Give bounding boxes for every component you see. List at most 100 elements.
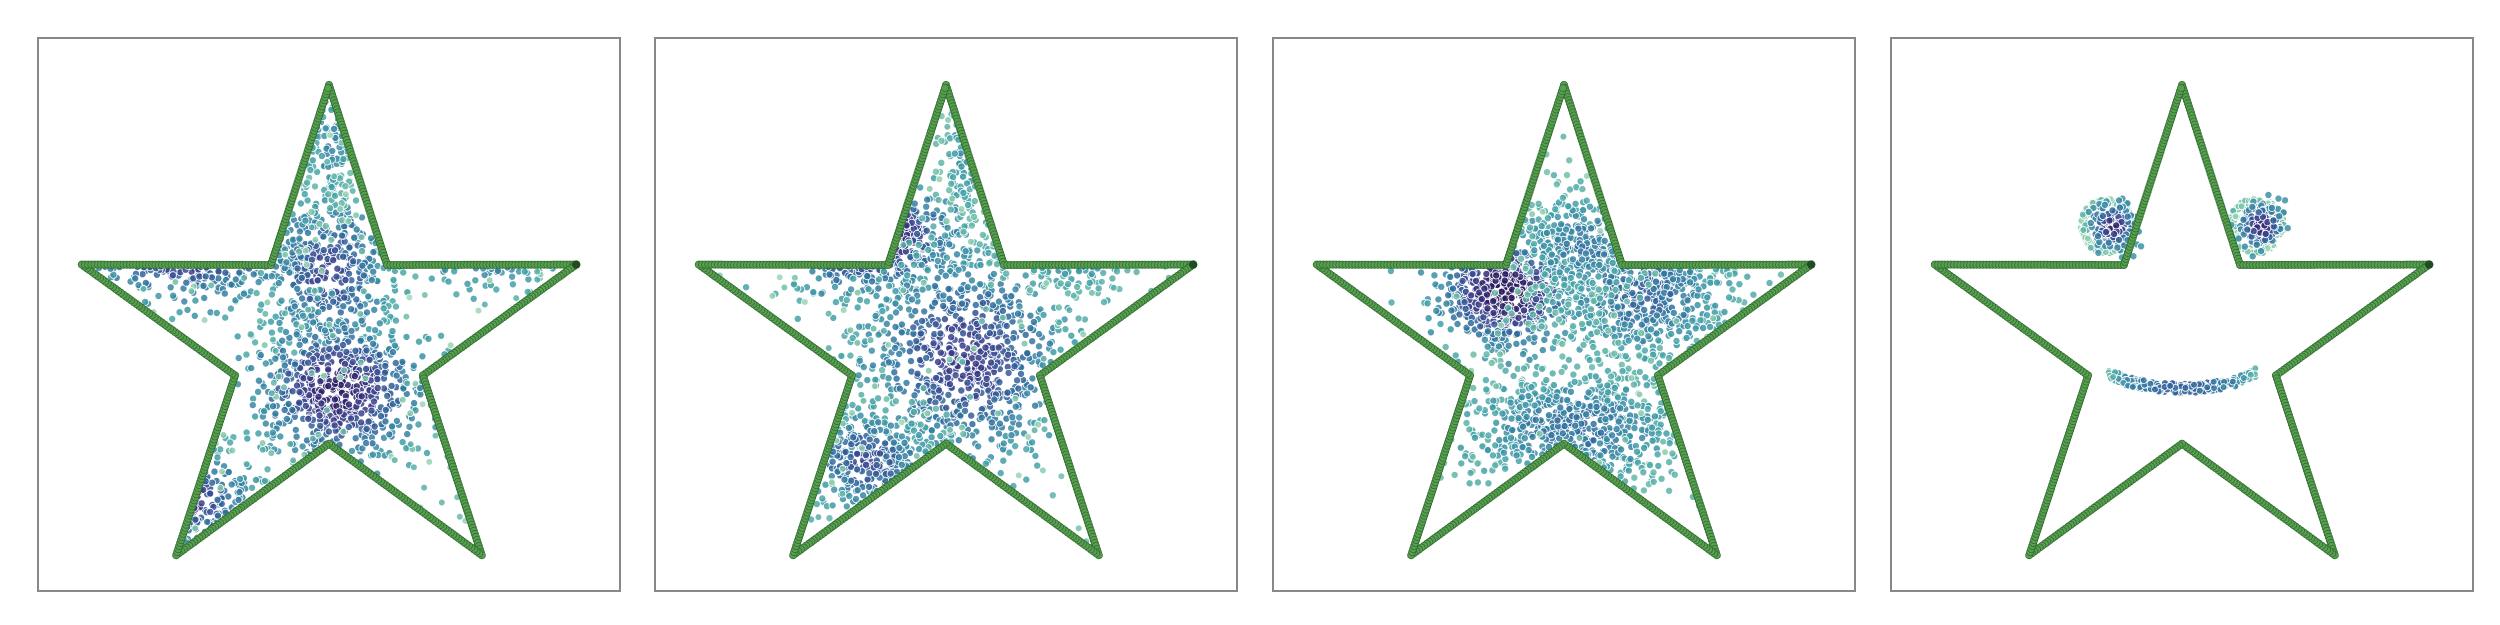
scatter-point bbox=[966, 393, 974, 401]
scatter-point bbox=[837, 351, 846, 360]
scatter-point bbox=[853, 339, 862, 347]
scatter-point bbox=[916, 420, 925, 429]
scatter-point bbox=[944, 390, 953, 399]
scatter-point bbox=[942, 217, 951, 226]
scatter-point bbox=[961, 247, 970, 256]
scatter-point bbox=[218, 467, 226, 476]
scatter-point bbox=[474, 306, 483, 315]
scatter-point bbox=[347, 446, 356, 455]
scatter-point bbox=[240, 274, 248, 282]
scatter-point bbox=[304, 358, 313, 367]
scatter-point bbox=[369, 248, 378, 257]
scatter-point bbox=[452, 290, 461, 299]
scatter-point bbox=[910, 260, 919, 269]
scatter-point bbox=[891, 299, 900, 308]
scatter-point bbox=[863, 272, 872, 281]
scatter-point bbox=[281, 309, 289, 318]
scatter-point bbox=[1446, 325, 1455, 334]
scatter-point bbox=[1087, 269, 1096, 278]
scatter-point bbox=[512, 294, 520, 302]
scatter-point bbox=[1004, 350, 1013, 359]
scatter-point bbox=[392, 371, 401, 380]
scatter-point bbox=[254, 376, 263, 385]
scatter-point bbox=[295, 387, 304, 396]
scatter-point bbox=[981, 459, 990, 468]
scatter-point bbox=[885, 458, 894, 467]
scatter-point bbox=[897, 260, 906, 269]
scatter-point bbox=[310, 287, 319, 295]
scatter-point bbox=[332, 272, 341, 281]
scatter-point bbox=[405, 422, 414, 431]
scatter-point bbox=[970, 344, 978, 353]
scatter-point bbox=[197, 499, 206, 508]
scatter-point bbox=[858, 444, 866, 452]
scatter-point bbox=[1009, 333, 1018, 342]
scatter-point bbox=[295, 398, 304, 407]
scatter-point bbox=[855, 356, 864, 365]
scatter-point bbox=[867, 346, 876, 355]
scatter-point bbox=[271, 354, 280, 363]
scatter-point bbox=[929, 382, 938, 391]
scatter-point bbox=[870, 382, 879, 391]
scatter-point bbox=[925, 185, 934, 193]
scatter-point bbox=[1085, 278, 1094, 287]
scatter-point bbox=[1049, 348, 1058, 357]
scatter-point bbox=[987, 358, 996, 367]
scatter-point bbox=[305, 294, 314, 303]
scatter-point bbox=[304, 305, 312, 314]
scatter-point bbox=[330, 246, 339, 255]
scatter-point bbox=[293, 264, 302, 273]
scatter-point bbox=[920, 343, 929, 352]
scatter-point bbox=[861, 450, 870, 459]
scatter-point bbox=[874, 284, 883, 293]
scatter-point bbox=[319, 246, 328, 255]
scatter-point bbox=[946, 205, 955, 214]
scatter-point bbox=[888, 445, 897, 454]
scatter-point bbox=[424, 334, 433, 343]
scatter-point bbox=[335, 407, 344, 416]
scatter-point bbox=[234, 353, 243, 362]
scatter-point bbox=[990, 395, 999, 404]
scatter-point bbox=[409, 361, 418, 370]
scatter-point bbox=[398, 438, 407, 447]
scatter-point bbox=[431, 431, 440, 440]
scatter-point bbox=[849, 274, 858, 283]
scatter-point bbox=[874, 394, 883, 403]
scatter-point bbox=[368, 450, 377, 459]
scatter-point bbox=[254, 429, 263, 438]
scatter-point bbox=[913, 369, 922, 378]
scatter-point bbox=[924, 245, 933, 254]
scatter-point bbox=[907, 398, 916, 407]
scatter-point bbox=[301, 247, 310, 255]
scatter-point bbox=[919, 384, 928, 392]
scatter-point bbox=[357, 316, 366, 325]
scatter-point bbox=[340, 366, 348, 375]
scatter-point bbox=[362, 364, 371, 373]
scatter-point bbox=[247, 364, 256, 373]
scatter-point bbox=[263, 298, 272, 307]
scatter-point bbox=[947, 349, 956, 358]
scatter-point bbox=[1014, 471, 1023, 480]
scatter-point bbox=[316, 377, 325, 386]
scatter-point bbox=[293, 284, 302, 293]
scatter-point bbox=[839, 306, 848, 314]
scatter-point bbox=[201, 272, 210, 281]
scatter-point bbox=[939, 301, 948, 310]
scatter-point bbox=[914, 431, 923, 440]
scatter-point bbox=[200, 293, 209, 302]
scatter-point bbox=[330, 172, 339, 181]
scatter-point bbox=[894, 453, 903, 462]
scatter-point bbox=[958, 358, 967, 366]
scatter-point bbox=[881, 406, 890, 415]
scatter-point bbox=[381, 405, 390, 414]
scatter-point bbox=[341, 182, 350, 191]
scatter-point bbox=[1014, 384, 1023, 393]
scatter-point bbox=[336, 373, 345, 382]
panel-3 bbox=[1272, 37, 1856, 592]
scatter-point bbox=[361, 374, 370, 383]
scatter-point bbox=[1039, 354, 1048, 363]
scatter-point bbox=[371, 326, 380, 335]
scatter-point bbox=[899, 286, 908, 295]
scatter-point bbox=[793, 314, 802, 323]
scatter-point bbox=[533, 267, 541, 276]
